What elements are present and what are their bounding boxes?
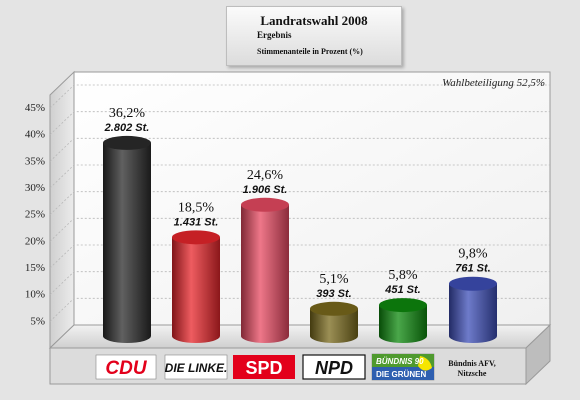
gruene-logo-top: BÜNDNIS 90 (376, 357, 424, 366)
turnout-label: Wahlbeteiligung 52,5% (442, 77, 545, 89)
bar-top (241, 197, 289, 212)
afv-label-line1: Bündnis AFV, (448, 359, 495, 368)
value-label: 5,8% (388, 268, 418, 283)
gridline (49, 137, 550, 162)
spd-logo: SPD (233, 355, 295, 379)
y-tick-label: 5% (30, 315, 45, 327)
value-label: 5,1% (319, 272, 349, 287)
bars (103, 135, 497, 343)
bar-2 (172, 230, 220, 343)
bar-body (449, 283, 497, 343)
vote-label: 1.431 St. (174, 216, 219, 228)
vote-label: 2.802 St. (104, 122, 150, 134)
plinth-side (525, 323, 551, 386)
gridline (49, 271, 550, 295)
gruene-logo-bottom: DIE GRÜNEN (376, 370, 426, 379)
y-tick-label: 40% (25, 129, 45, 141)
bar-body (103, 142, 151, 343)
linke-logo: DIE LINKE. (165, 354, 228, 380)
y-tick-label: 10% (25, 289, 45, 301)
gruene-logo: BÜNDNIS 90 DIE GRÜNEN (371, 353, 435, 381)
afv-label: Bündnis AFV, Nitzsche (448, 359, 495, 378)
gridline (49, 191, 550, 215)
bar-4 (310, 301, 358, 343)
y-tick-label: 45% (25, 102, 45, 114)
npd-logo-text: NPD (315, 358, 353, 378)
cdu-logo-text: CDU (105, 358, 147, 379)
value-labels: 36,2%2.802 St. 18,5%1.431 St. 24,6%1.906 S… (104, 106, 491, 300)
gridline (49, 111, 550, 135)
gridline (49, 84, 550, 109)
gridlines (49, 84, 550, 322)
spd-logo-text: SPD (245, 358, 282, 378)
vote-label: 451 St. (384, 284, 420, 296)
bar-top (172, 230, 220, 245)
gridline (49, 164, 550, 189)
value-label: 18,5% (178, 200, 215, 215)
chart-note: Stimmenanteile in Prozent (%) (257, 47, 363, 56)
value-label: 24,6% (247, 168, 284, 183)
chart-title: Landratswahl 2008 (260, 13, 368, 28)
vote-label: 393 St. (316, 288, 351, 300)
value-label: 36,2% (109, 106, 146, 121)
bar-body (310, 308, 358, 343)
bar-6 (449, 276, 497, 343)
bar-top (449, 276, 497, 291)
afv-label-line2: Nitzsche (458, 369, 487, 378)
bar-body (172, 237, 220, 343)
chart-subtitle: Ergebnis (257, 30, 292, 40)
y-tick-label: 30% (25, 182, 45, 194)
bar-top (379, 298, 427, 313)
bar-top (310, 301, 358, 316)
gridline (49, 297, 550, 322)
linke-logo-text: DIE LINKE. (165, 361, 228, 375)
bar-top (103, 135, 151, 150)
y-tick-label: 25% (25, 209, 45, 221)
title-box: Landratswahl 2008 Ergebnis Stimmenanteil… (226, 6, 402, 66)
vote-label: 1.906 St. (243, 184, 288, 196)
npd-logo: NPD (302, 354, 366, 380)
y-tick-label: 35% (25, 155, 45, 167)
y-axis: 5% 10% 15% 20% 25% 30% 35% 40% 45% (25, 102, 45, 327)
cdu-logo: CDU (95, 354, 157, 380)
left-wall (49, 70, 75, 350)
y-tick-label: 15% (25, 262, 45, 274)
value-label: 9,8% (458, 247, 488, 262)
gridline (49, 244, 550, 269)
gridline (49, 217, 550, 242)
bar-5 (379, 298, 427, 343)
bar-1 (103, 135, 151, 343)
vote-label: 761 St. (455, 263, 490, 275)
bar-body (379, 305, 427, 343)
y-tick-label: 20% (25, 235, 45, 247)
bar-3 (241, 197, 289, 343)
bar-body (241, 204, 289, 343)
